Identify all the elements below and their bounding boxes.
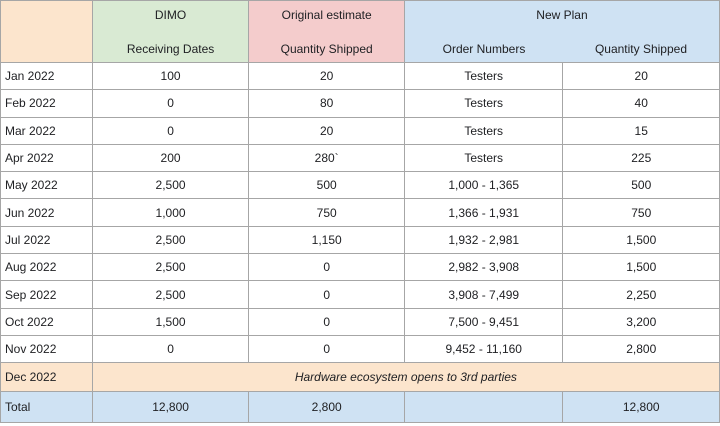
total-label-cell[interactable]: Total <box>0 391 93 424</box>
table-row: Jun 2022 1,000 750 1,366 - 1,931 750 <box>0 198 720 227</box>
total-orders-cell[interactable] <box>403 391 564 424</box>
quantity-cell[interactable]: 40 <box>562 89 720 118</box>
dimo-cell[interactable]: 2,500 <box>91 225 250 255</box>
original-header-title: Original estimate <box>281 7 372 22</box>
table-row: Sep 2022 2,500 0 3,908 - 7,499 2,250 <box>0 280 720 309</box>
dimo-cell[interactable]: 2,500 <box>91 171 250 200</box>
total-original-cell[interactable]: 2,800 <box>248 391 405 424</box>
new-plan-header-title: New Plan <box>536 7 588 22</box>
month-cell[interactable]: Mar 2022 <box>0 116 93 145</box>
dimo-header-title: DIMO <box>154 7 187 22</box>
original-cell[interactable]: 500 <box>248 171 405 200</box>
quantity-cell[interactable]: 500 <box>562 171 720 200</box>
table-row: Nov 2022 0 0 9,452 - 11,160 2,800 <box>0 334 720 364</box>
quantity-cell[interactable]: 1,500 <box>562 253 720 282</box>
total-row: Total 12,800 2,800 12,800 <box>0 391 720 424</box>
order-numbers-cell[interactable]: Testers <box>403 89 564 118</box>
original-cell[interactable]: 0 <box>248 253 405 282</box>
dimo-cell[interactable]: 2,500 <box>91 280 250 309</box>
month-cell[interactable]: Feb 2022 <box>0 89 93 118</box>
order-numbers-cell[interactable]: 2,982 - 3,908 <box>403 253 564 282</box>
dimo-cell[interactable]: 2,500 <box>91 253 250 282</box>
original-estimate-header[interactable]: Original estimate Quantity Shipped <box>248 0 405 63</box>
original-cell[interactable]: 0 <box>248 307 405 336</box>
total-quantity-cell[interactable]: 12,800 <box>562 391 720 424</box>
original-cell[interactable]: 20 <box>248 116 405 145</box>
original-cell[interactable]: 0 <box>248 334 405 364</box>
month-cell[interactable]: May 2022 <box>0 171 93 200</box>
quantity-cell[interactable]: 750 <box>562 198 720 227</box>
month-cell[interactable]: Apr 2022 <box>0 143 93 173</box>
table-row: May 2022 2,500 500 1,000 - 1,365 500 <box>0 171 720 200</box>
order-numbers-cell[interactable]: Testers <box>403 61 564 91</box>
table-row: Feb 2022 0 80 Testers 40 <box>0 89 720 118</box>
original-cell[interactable]: 0 <box>248 280 405 309</box>
original-header-subtitle: Quantity Shipped <box>280 41 373 56</box>
december-note-cell[interactable]: Hardware ecosystem opens to 3rd parties <box>91 362 720 393</box>
order-numbers-header: Order Numbers <box>442 41 526 56</box>
month-cell[interactable]: Aug 2022 <box>0 253 93 282</box>
quantity-cell[interactable]: 2,800 <box>562 334 720 364</box>
month-cell[interactable]: Jan 2022 <box>0 61 93 91</box>
dimo-cell[interactable]: 0 <box>91 334 250 364</box>
new-plan-header[interactable]: New Plan Order Numbers Quantity Shipped <box>403 0 720 63</box>
original-cell[interactable]: 750 <box>248 198 405 227</box>
order-numbers-cell[interactable]: 1,000 - 1,365 <box>403 171 564 200</box>
december-row: Dec 2022 Hardware ecosystem opens to 3rd… <box>0 362 720 393</box>
dimo-header-subtitle: Receiving Dates <box>126 41 215 56</box>
dimo-cell[interactable]: 200 <box>91 143 250 173</box>
month-cell[interactable]: Dec 2022 <box>0 362 93 393</box>
month-cell[interactable]: Nov 2022 <box>0 334 93 364</box>
total-dimo-cell[interactable]: 12,800 <box>91 391 250 424</box>
quantity-cell[interactable]: 2,250 <box>562 280 720 309</box>
quantity-cell[interactable]: 1,500 <box>562 225 720 255</box>
table-row: Aug 2022 2,500 0 2,982 - 3,908 1,500 <box>0 253 720 282</box>
new-quantity-header: Quantity Shipped <box>594 41 687 56</box>
order-numbers-cell[interactable]: Testers <box>403 116 564 145</box>
order-numbers-cell[interactable]: 7,500 - 9,451 <box>403 307 564 336</box>
table-row: Mar 2022 0 20 Testers 15 <box>0 116 720 145</box>
new-plan-subheaders: Order Numbers Quantity Shipped <box>405 41 718 56</box>
dimo-cell[interactable]: 0 <box>91 116 250 145</box>
quantity-cell[interactable]: 3,200 <box>562 307 720 336</box>
quantity-cell[interactable]: 15 <box>562 116 720 145</box>
quantity-cell[interactable]: 225 <box>562 143 720 173</box>
month-cell[interactable]: Jul 2022 <box>0 225 93 255</box>
order-numbers-cell[interactable]: 1,932 - 2,981 <box>403 225 564 255</box>
month-cell[interactable]: Jun 2022 <box>0 198 93 227</box>
original-cell[interactable]: 20 <box>248 61 405 91</box>
dimo-cell[interactable]: 0 <box>91 89 250 118</box>
table-row: Apr 2022 200 280` Testers 225 <box>0 143 720 173</box>
month-cell[interactable]: Oct 2022 <box>0 307 93 336</box>
table-row: Jul 2022 2,500 1,150 1,932 - 2,981 1,500 <box>0 225 720 255</box>
order-numbers-cell[interactable]: Testers <box>403 143 564 173</box>
original-cell[interactable]: 80 <box>248 89 405 118</box>
dimo-cell[interactable]: 1,500 <box>91 307 250 336</box>
order-numbers-cell[interactable]: 1,366 - 1,931 <box>403 198 564 227</box>
month-cell[interactable]: Sep 2022 <box>0 280 93 309</box>
dimo-cell[interactable]: 100 <box>91 61 250 91</box>
dimo-cell[interactable]: 1,000 <box>91 198 250 227</box>
header-row: DIMO Receiving Dates Original estimate Q… <box>0 0 720 63</box>
original-cell[interactable]: 1,150 <box>248 225 405 255</box>
order-numbers-cell[interactable]: 9,452 - 11,160 <box>403 334 564 364</box>
dimo-header[interactable]: DIMO Receiving Dates <box>91 0 250 63</box>
table-row: Jan 2022 100 20 Testers 20 <box>0 61 720 91</box>
quantity-cell[interactable]: 20 <box>562 61 720 91</box>
original-cell[interactable]: 280` <box>248 143 405 173</box>
order-numbers-cell[interactable]: 3,908 - 7,499 <box>403 280 564 309</box>
table-row: Oct 2022 1,500 0 7,500 - 9,451 3,200 <box>0 307 720 336</box>
corner-cell[interactable] <box>0 0 93 63</box>
